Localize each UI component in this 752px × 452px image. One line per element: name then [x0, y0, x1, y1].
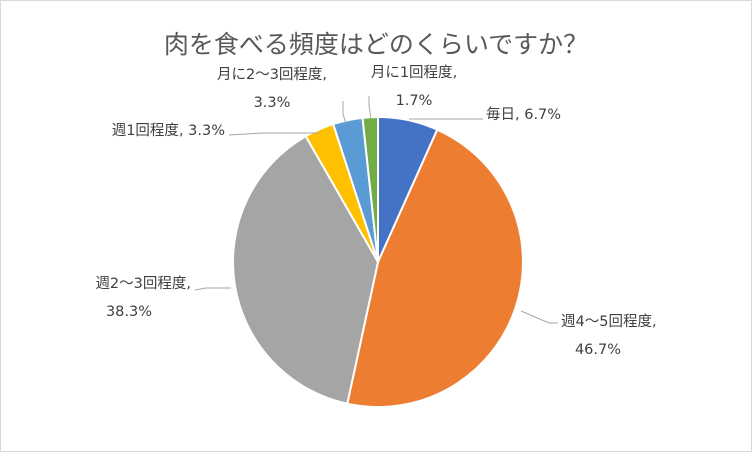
data-label-slice-1: 週4～5回程度, [561, 313, 657, 330]
data-label-slice-0: 毎日, 6.7% [486, 106, 561, 123]
chart-title: 肉を食べる頻度はどのくらいですか？ [164, 30, 588, 59]
data-label-slice-5-value: 1.7% [396, 93, 433, 109]
leader-line-2 [194, 287, 231, 291]
leader-line-3 [228, 132, 319, 136]
leader-line-4 [342, 101, 347, 125]
data-label-slice-5: 月に1回程度, [371, 64, 457, 81]
data-label-slice-4-value: 3.3% [254, 95, 291, 111]
pie-slice-2 [232, 134, 380, 405]
data-label-slice-3: 週1回程度, 3.3% [112, 122, 225, 139]
data-label-slice-2: 週2～3回程度, [95, 275, 191, 292]
pie-slice-1 [346, 128, 524, 408]
data-label-slice-1-value: 46.7% [575, 342, 621, 358]
leader-line-1 [520, 310, 558, 324]
data-label-slice-4: 月に2～3回程度, [217, 66, 327, 83]
data-label-slice-2-value: 38.3% [106, 304, 152, 320]
leader-line-5 [368, 96, 372, 120]
